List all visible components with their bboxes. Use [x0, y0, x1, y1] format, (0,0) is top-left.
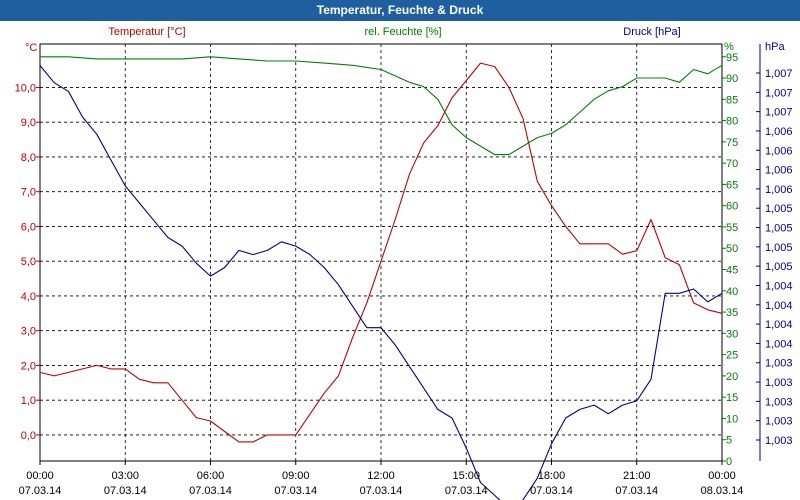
x-tick-time: 00:00 [26, 470, 54, 482]
humidity-tick-label: 20 [726, 371, 738, 383]
temp-tick-label: 1,0 [21, 395, 36, 407]
pressure-series-line [39, 65, 723, 500]
humidity-tick-label: 40 [726, 286, 738, 298]
pressure-tick-label: 1,004 [765, 300, 793, 312]
humidity-tick-label: 70 [726, 158, 738, 170]
x-tick-date: 07.03.14 [104, 485, 147, 497]
x-tick-time: 03:00 [111, 470, 139, 482]
pressure-tick-label: 1,005 [765, 242, 793, 254]
chart-title: Temperatur, Feuchte & Druck [0, 0, 800, 21]
pressure-tick-label: 1,003 [765, 396, 793, 408]
humidity-tick-label: 90 [726, 73, 738, 85]
temp-tick-label: 3,0 [21, 326, 36, 338]
x-tick-time: 21:00 [623, 470, 651, 482]
x-tick-date: 08.03.14 [701, 485, 744, 497]
humidity-tick-label: 95 [726, 52, 738, 64]
x-tick-date: 07.03.14 [19, 485, 62, 497]
pressure-tick-label: 1,006 [765, 165, 793, 177]
pressure-tick-label: 1,004 [765, 319, 793, 331]
pressure-tick-label: 1,006 [765, 126, 793, 138]
humidity-tick-label: 85 [726, 94, 738, 106]
temp-tick-label: 8,0 [21, 152, 36, 164]
humidity-tick-label: 80 [726, 116, 738, 128]
humidity-tick-label: 30 [726, 328, 738, 340]
temp-tick-label: 7,0 [21, 187, 36, 199]
temp-tick-label: 6,0 [21, 221, 36, 233]
temp-tick-label: 4,0 [21, 291, 36, 303]
humidity-tick-label: 15 [726, 392, 738, 404]
x-tick-date: 07.03.14 [189, 485, 232, 497]
temperature-series-line [39, 62, 723, 443]
humidity-tick-label: 25 [726, 350, 738, 362]
x-tick-time: 15:00 [452, 470, 480, 482]
pressure-tick-label: 1,006 [765, 145, 793, 157]
x-tick-time: 18:00 [538, 470, 566, 482]
x-tick-time: 12:00 [367, 470, 395, 482]
pressure-axis-title: Druck [hPa] [623, 26, 680, 38]
temp-axis-title: Temperatur [°C] [108, 26, 185, 38]
humidity-tick-label: 45 [726, 265, 738, 277]
temp-unit-label: °C [25, 42, 37, 54]
pressure-tick-label: 1,005 [765, 203, 793, 215]
temp-tick-label: 5,0 [21, 256, 36, 268]
humidity-axis-title: rel. Feuchte [%] [364, 26, 441, 38]
x-tick-date: 07.03.14 [530, 485, 573, 497]
pressure-tick-label: 1,003 [765, 377, 793, 389]
pressure-tick-label: 1,005 [765, 261, 793, 273]
pressure-tick-label: 1,003 [765, 358, 793, 370]
temp-tick-label: 0,0 [21, 430, 36, 442]
pressure-tick-label: 1,004 [765, 338, 793, 350]
humidity-tick-label: 50 [726, 243, 738, 255]
pressure-tick-label: 1,007 [765, 107, 793, 119]
pressure-tick-label: 1,003 [765, 416, 793, 428]
temp-tick-label: 10,0 [15, 82, 36, 94]
pressure-tick-label: 1,006 [765, 184, 793, 196]
pressure-tick-label: 1,004 [765, 280, 793, 292]
pressure-tick-label: 1,003 [765, 435, 793, 447]
humidity-tick-label: 5 [726, 435, 732, 447]
humidity-tick-label: 75 [726, 137, 738, 149]
humidity-tick-label: 0 [726, 456, 732, 468]
x-tick-time: 09:00 [282, 470, 310, 482]
temp-tick-label: 2,0 [21, 360, 36, 372]
x-tick-time: 06:00 [197, 470, 225, 482]
x-tick-time: 00:00 [708, 470, 736, 482]
pressure-unit-label: hPa [765, 41, 785, 53]
pressure-tick-label: 1,007 [765, 68, 793, 80]
humidity-tick-label: 10 [726, 413, 738, 425]
plot-area [39, 43, 723, 462]
x-tick-date: 07.03.14 [360, 485, 403, 497]
humidity-unit-label: % [724, 41, 734, 53]
pressure-tick-label: 1,007 [765, 87, 793, 99]
temp-tick-label: 9,0 [21, 117, 36, 129]
humidity-series-line [40, 56, 723, 156]
x-tick-date: 07.03.14 [615, 485, 658, 497]
humidity-tick-label: 35 [726, 307, 738, 319]
humidity-tick-label: 55 [726, 222, 738, 234]
x-tick-date: 07.03.14 [274, 485, 317, 497]
pressure-tick-label: 1,005 [765, 223, 793, 235]
humidity-tick-label: 60 [726, 201, 738, 213]
humidity-tick-label: 65 [726, 179, 738, 191]
x-tick-date: 07.03.14 [445, 485, 488, 497]
